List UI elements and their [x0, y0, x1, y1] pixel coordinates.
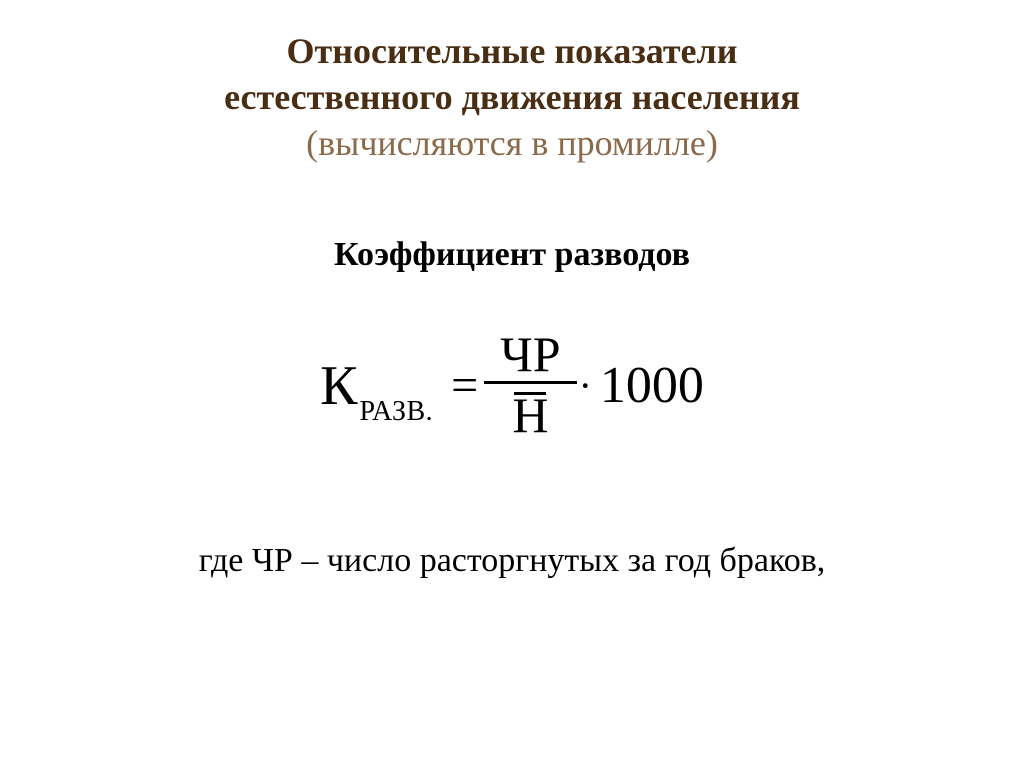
formula-lhs-subscript: РАЗВ.	[357, 398, 433, 426]
title-line-1: Относительные показатели	[0, 28, 1024, 74]
formula-lhs-symbol: К	[320, 358, 357, 414]
formula: К РАЗВ. = ЧР Н · 1000	[0, 329, 1024, 442]
formula-multiply-dot: ·	[569, 366, 600, 406]
formula-lhs: К РАЗВ.	[320, 358, 433, 414]
formula-fraction: ЧР Н	[492, 329, 568, 442]
title-line-3: (вычисляются в промилле)	[0, 120, 1024, 166]
formula-denominator-text: Н	[512, 387, 548, 443]
formula-denominator: Н	[512, 390, 548, 440]
formula-multiplier: 1000	[600, 360, 704, 412]
subheading: Коэффициент разводов	[0, 236, 1024, 274]
explanation-text: где ЧР – число расторгнутых за год брако…	[0, 542, 1024, 580]
slide-title-block: Относительные показатели естественного д…	[0, 28, 1024, 166]
formula-fraction-bar: Н	[484, 381, 576, 442]
slide: Относительные показатели естественного д…	[0, 0, 1024, 767]
overbar-icon	[514, 392, 546, 395]
formula-numerator: ЧР	[492, 329, 568, 381]
title-line-2: естественного движения населения	[0, 74, 1024, 120]
